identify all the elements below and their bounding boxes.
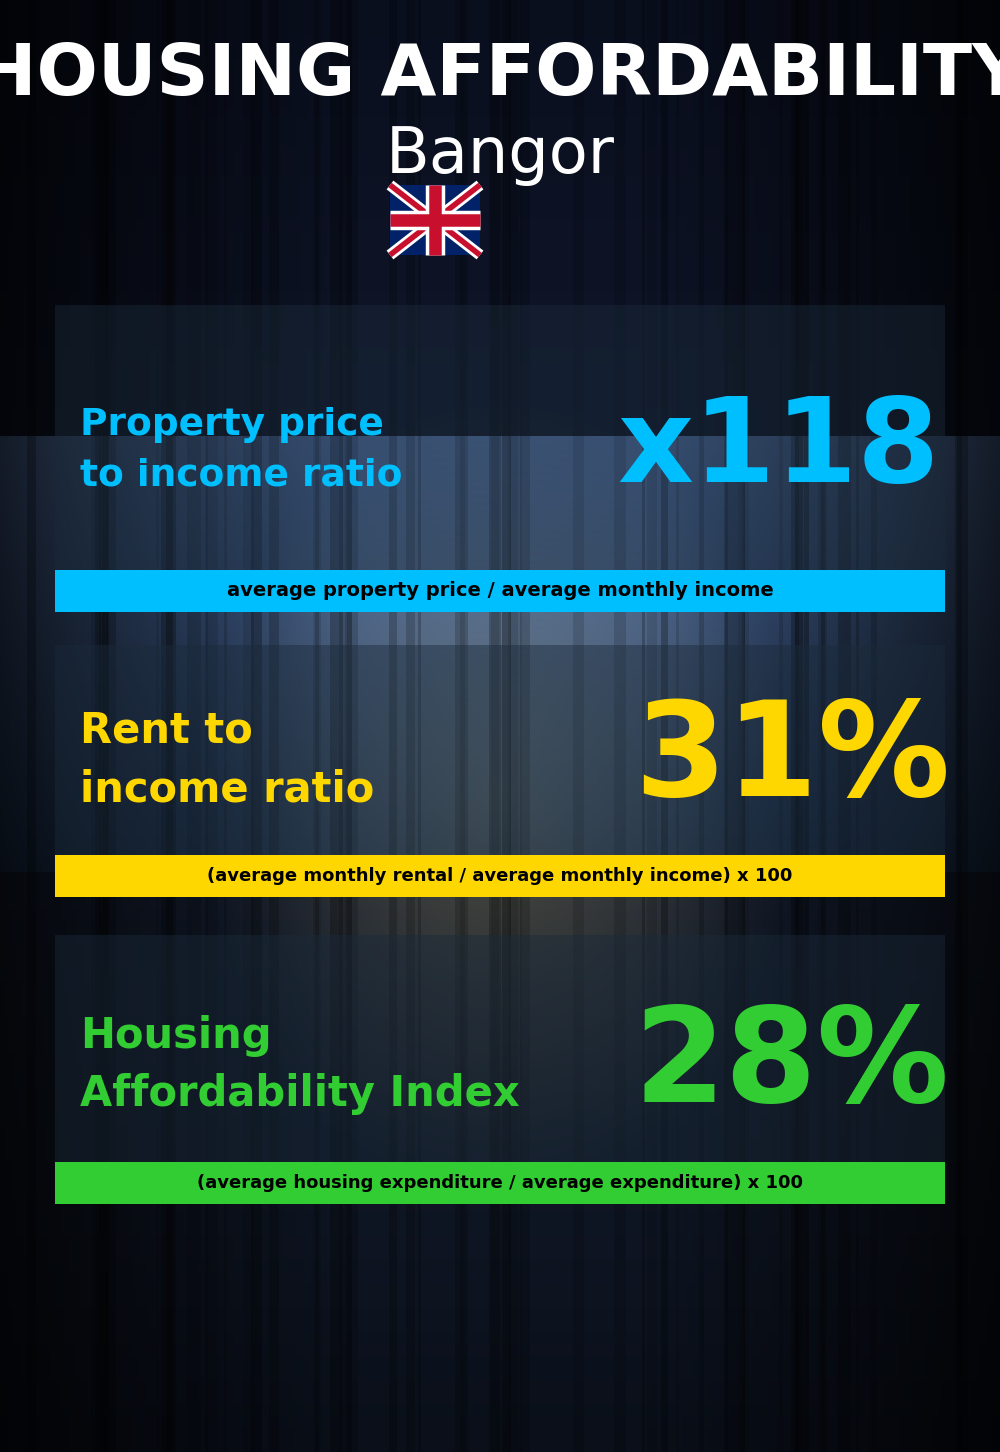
Bar — [55, 935, 945, 1191]
Text: 28%: 28% — [634, 1002, 950, 1128]
Bar — [55, 571, 945, 611]
Text: (average housing expenditure / average expenditure) x 100: (average housing expenditure / average e… — [197, 1175, 803, 1192]
Bar — [390, 184, 480, 256]
Bar — [55, 1162, 945, 1204]
Text: Property price
to income ratio: Property price to income ratio — [80, 407, 402, 494]
Text: 31%: 31% — [634, 697, 950, 823]
Text: Rent to
income ratio: Rent to income ratio — [80, 710, 374, 810]
Bar — [55, 645, 945, 886]
Text: average property price / average monthly income: average property price / average monthly… — [227, 581, 773, 601]
Text: (average monthly rental / average monthly income) x 100: (average monthly rental / average monthl… — [207, 867, 793, 886]
Bar — [55, 855, 945, 897]
Text: x118: x118 — [618, 392, 940, 508]
Bar — [55, 305, 945, 600]
Text: Housing
Affordability Index: Housing Affordability Index — [80, 1015, 520, 1115]
Text: Bangor: Bangor — [386, 123, 614, 186]
Bar — [390, 184, 480, 256]
Text: HOUSING AFFORDABILITY: HOUSING AFFORDABILITY — [0, 41, 1000, 109]
